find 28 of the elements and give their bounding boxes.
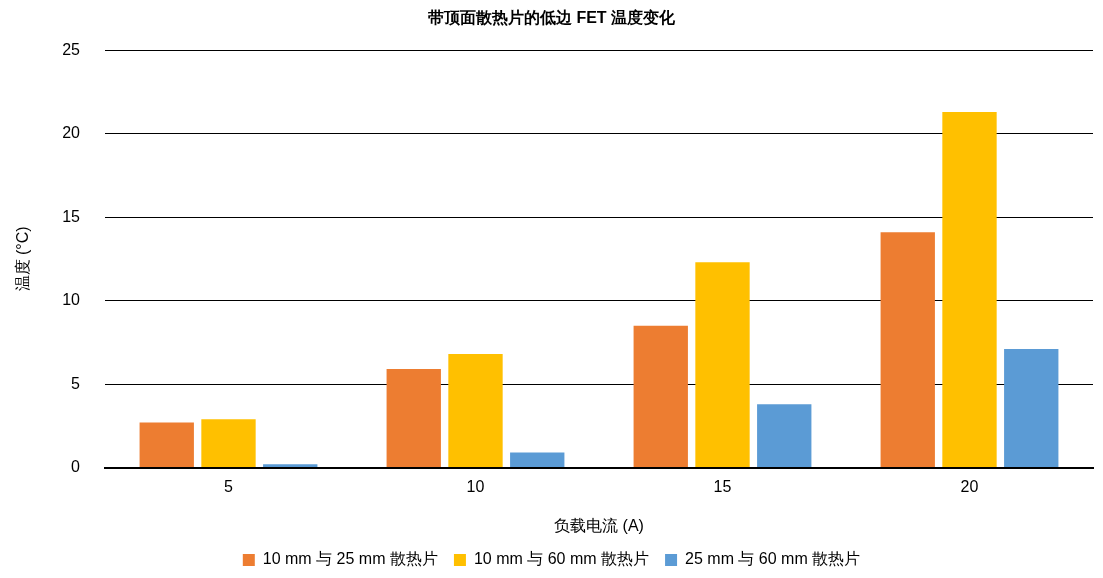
bar	[1004, 349, 1059, 468]
bar	[448, 354, 503, 468]
y-tick-label: 15	[62, 207, 81, 225]
bar	[695, 262, 750, 468]
y-tick-label: 0	[71, 458, 81, 476]
legend-label: 25 mm 与 60 mm 散热片	[685, 550, 861, 568]
legend-label: 10 mm 与 25 mm 散热片	[262, 550, 438, 568]
x-tick-label: 15	[713, 477, 732, 495]
bar	[942, 111, 997, 468]
bar	[880, 232, 935, 468]
x-tick-label: 20	[960, 477, 979, 495]
y-tick-label: 5	[71, 374, 81, 392]
y-axis-title: 温度 (°C)	[14, 226, 32, 292]
chart-title: 带顶面散热片的低边 FET 温度变化	[427, 8, 677, 28]
x-axis-title: 负载电流 (A)	[554, 516, 644, 534]
bar	[386, 369, 441, 468]
y-tick-label: 25	[62, 40, 81, 58]
y-tick-label: 20	[62, 124, 81, 142]
bar	[201, 419, 256, 468]
bar	[263, 464, 318, 468]
x-tick-label: 5	[224, 477, 234, 495]
x-tick-label: 10	[466, 477, 485, 495]
bar	[757, 404, 812, 468]
bar	[510, 452, 565, 468]
legend-label: 10 mm 与 60 mm 散热片	[473, 550, 650, 568]
y-tick-label: 10	[62, 291, 81, 309]
bar	[139, 422, 194, 468]
bar	[633, 325, 688, 468]
